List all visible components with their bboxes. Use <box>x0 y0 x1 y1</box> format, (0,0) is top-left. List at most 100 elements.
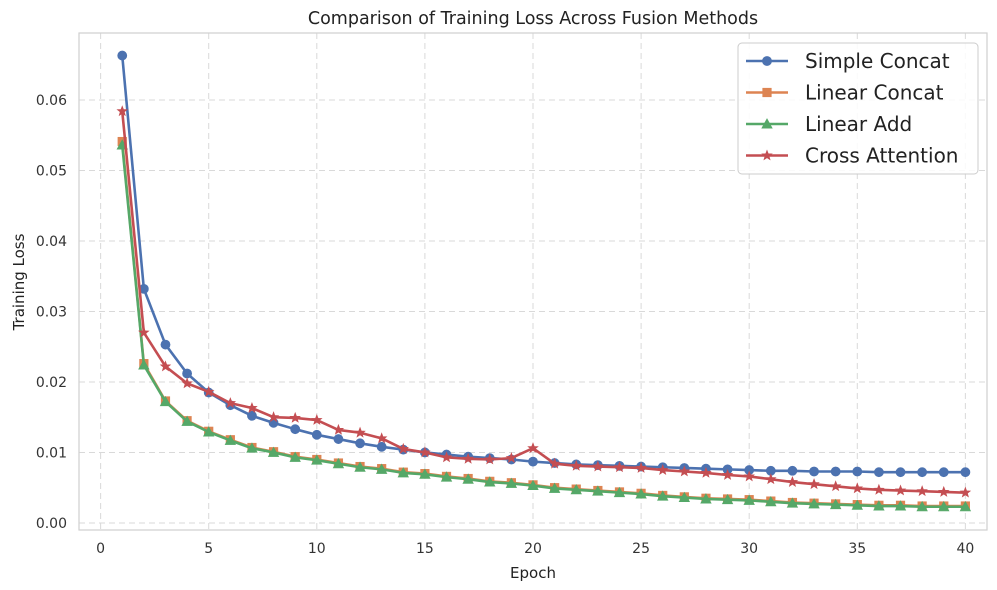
data-point-linear-add <box>592 485 604 496</box>
data-point-cross-attention <box>202 385 215 397</box>
x-axis-title: Epoch <box>510 564 556 582</box>
data-point-simple-concat <box>830 466 841 477</box>
x-tick-label: 10 <box>308 541 326 557</box>
data-point-linear-add <box>743 494 755 505</box>
y-tick-label: 0.05 <box>36 163 67 179</box>
data-point-cross-attention <box>462 452 474 464</box>
data-point-linear-add <box>894 500 907 511</box>
legend-label: Cross Attention <box>805 144 959 168</box>
y-tick-label: 0.02 <box>36 375 67 391</box>
y-tick-label: 0.00 <box>36 516 67 532</box>
data-point-linear-add <box>419 468 431 479</box>
data-point-linear-add <box>311 454 323 465</box>
data-point-cross-attention <box>765 473 777 485</box>
legend-item-linear-add: Linear Add <box>746 112 912 136</box>
series-linear-add <box>116 139 972 512</box>
series-layer <box>116 50 972 512</box>
x-tick-label: 15 <box>416 541 434 557</box>
data-point-cross-attention <box>138 326 150 338</box>
data-point-linear-add <box>959 500 972 512</box>
data-point-linear-add <box>267 446 280 457</box>
data-point-cross-attention <box>916 485 928 497</box>
data-point-simple-concat <box>852 466 863 477</box>
data-point-linear-add <box>548 482 561 493</box>
data-point-linear-add <box>570 483 582 495</box>
legend-swatch-marker <box>761 118 773 129</box>
data-point-linear-add <box>203 426 215 437</box>
data-point-simple-concat <box>355 438 365 449</box>
data-point-cross-attention <box>873 483 885 495</box>
data-point-cross-attention <box>159 360 172 372</box>
data-point-linear-add <box>721 493 734 505</box>
data-point-linear-add <box>440 471 453 482</box>
data-point-cross-attention <box>548 457 561 469</box>
data-point-linear-add <box>354 461 366 472</box>
data-point-cross-attention <box>246 401 258 413</box>
legend-box <box>737 42 979 175</box>
data-point-simple-concat <box>247 410 257 421</box>
legend-item-cross-attention: Cross Attention <box>746 144 959 168</box>
data-point-cross-attention <box>440 451 453 463</box>
data-point-simple-concat <box>938 467 949 478</box>
data-point-linear-add <box>678 491 691 503</box>
legend-label: Linear Concat <box>805 81 944 105</box>
data-point-linear-add <box>159 395 172 407</box>
y-axis-title: Training Loss <box>10 233 28 331</box>
chart-title: Comparison of Training Loss Across Fusio… <box>308 9 758 29</box>
data-point-linear-add <box>808 498 820 509</box>
x-axis-ticks: 0 5 10 15 20 25 30 35 40 <box>96 541 974 557</box>
data-point-cross-attention <box>894 484 907 496</box>
data-point-cross-attention <box>419 446 431 458</box>
y-tick-label: 0.06 <box>36 93 67 109</box>
data-point-linear-add <box>916 500 928 512</box>
data-point-cross-attention <box>311 413 323 425</box>
x-tick-label: 30 <box>740 541 758 557</box>
data-point-linear-add <box>613 486 626 498</box>
y-axis-ticks: 0.00 0.01 0.02 0.03 0.04 0.05 0.06 <box>36 93 67 532</box>
data-point-linear-add <box>700 493 712 504</box>
data-point-cross-attention <box>721 468 734 480</box>
x-tick-label: 5 <box>204 541 213 557</box>
data-point-linear-add <box>635 488 647 499</box>
data-point-linear-add <box>505 477 518 488</box>
data-point-cross-attention <box>527 442 539 454</box>
data-point-simple-concat <box>960 467 971 478</box>
data-point-linear-add <box>375 463 388 474</box>
data-point-simple-concat <box>117 50 128 61</box>
data-point-cross-attention <box>808 478 820 490</box>
data-point-linear-add <box>332 457 345 469</box>
series-line-simple-concat <box>120 55 966 474</box>
data-point-simple-concat <box>311 429 322 440</box>
data-point-linear-add <box>484 476 496 487</box>
legend-swatch-marker <box>761 149 773 161</box>
data-point-cross-attention <box>786 476 799 487</box>
data-point-linear-add <box>246 442 258 453</box>
data-point-linear-add <box>138 359 150 370</box>
data-point-linear-add <box>289 451 301 462</box>
x-tick-label: 25 <box>632 541 650 557</box>
data-point-simple-concat <box>376 441 387 452</box>
data-point-cross-attention <box>570 459 582 471</box>
data-point-cross-attention <box>851 482 864 494</box>
data-point-cross-attention <box>397 442 410 454</box>
data-point-cross-attention <box>743 470 755 482</box>
data-point-simple-concat <box>333 434 344 444</box>
legend-item-simple-concat: Simple Concat <box>746 49 950 73</box>
legend: Simple Concat Linear Concat Linear Add Cros… <box>737 42 979 175</box>
series-line-cross-attention <box>120 111 966 494</box>
data-point-cross-attention <box>613 461 626 473</box>
data-point-linear-add <box>181 415 193 426</box>
data-point-linear-add <box>873 500 885 511</box>
data-point-cross-attention <box>656 464 669 475</box>
x-tick-label: 20 <box>524 541 542 557</box>
x-tick-label: 0 <box>96 541 105 557</box>
data-point-linear-add <box>829 498 842 510</box>
data-point-cross-attention <box>635 461 647 473</box>
data-point-cross-attention <box>181 377 193 389</box>
data-point-linear-add <box>938 500 950 512</box>
data-point-simple-concat <box>160 339 171 350</box>
legend-label: Linear Add <box>805 112 912 136</box>
data-point-cross-attention <box>700 466 712 478</box>
data-point-linear-add <box>397 467 409 478</box>
data-point-cross-attention <box>484 453 496 465</box>
